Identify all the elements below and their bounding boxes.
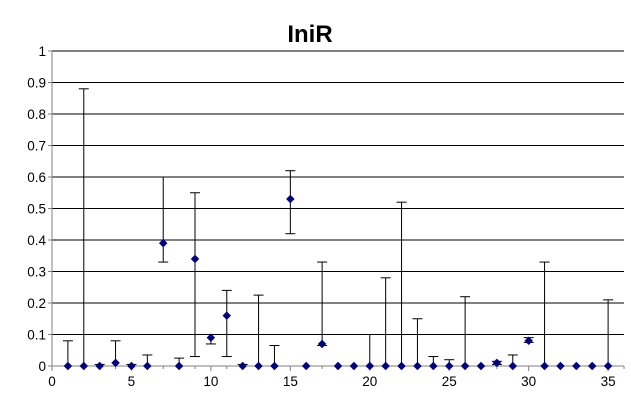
data-point [492, 358, 502, 368]
x-tick-label: 20 [362, 374, 377, 389]
y-tick-label: 0 [38, 359, 46, 374]
data-point [365, 361, 375, 371]
data-point [508, 361, 518, 371]
data-point [158, 238, 168, 248]
data-point [238, 361, 248, 371]
data-point [603, 361, 613, 371]
y-tick-label: 0.7 [27, 139, 46, 154]
data-point [206, 333, 216, 343]
y-tick-label: 1 [38, 44, 46, 59]
data-point [301, 361, 311, 371]
tick-labels: 00.10.20.30.40.50.60.70.80.910 5 10 15 20 25 3… [27, 44, 615, 389]
x-tick-label: 25 [442, 374, 457, 389]
y-tick-label: 0.1 [27, 328, 46, 343]
y-tick-label: 0.8 [27, 107, 46, 122]
data-point [79, 361, 89, 371]
data-point [476, 361, 486, 371]
data-point [222, 311, 232, 320]
x-tick-label: 0 [48, 374, 56, 389]
y-tick-label: 0.2 [27, 296, 46, 311]
data-point [285, 194, 295, 204]
data-point [444, 361, 454, 371]
grid-lines [52, 50, 624, 335]
data-point [111, 358, 120, 368]
x-tick-label: 15 [283, 374, 298, 389]
data-point [540, 361, 549, 371]
y-tick-label: 0.9 [27, 76, 46, 91]
data-point [587, 361, 597, 371]
data-point [190, 254, 200, 264]
data-point [127, 361, 136, 371]
y-tick-label: 0.6 [27, 170, 46, 185]
y-tick-label: 0.5 [27, 202, 46, 217]
x-tick-label: 35 [601, 374, 616, 389]
data-point [63, 361, 73, 371]
data-point [333, 361, 343, 371]
data-point [413, 361, 422, 371]
data-point [142, 361, 152, 371]
data-point [174, 361, 184, 371]
data-point [349, 361, 359, 371]
data-point [460, 361, 470, 371]
data-point [317, 339, 327, 349]
y-tick-label: 0.4 [27, 233, 46, 248]
x-tick-label: 10 [203, 374, 218, 389]
x-tick-label: 5 [128, 374, 136, 389]
data-point [381, 361, 391, 371]
data-point [556, 361, 565, 371]
data-point [571, 361, 581, 371]
data-point [95, 361, 105, 371]
data-point [428, 361, 438, 371]
data-markers [63, 194, 613, 371]
x-tick-label: 30 [521, 374, 536, 389]
chart-title: IniR [287, 21, 332, 48]
data-point [397, 361, 406, 371]
y-tick-label: 0.3 [27, 265, 46, 280]
data-point [524, 336, 534, 346]
data-point [254, 361, 263, 371]
data-point [270, 361, 279, 371]
